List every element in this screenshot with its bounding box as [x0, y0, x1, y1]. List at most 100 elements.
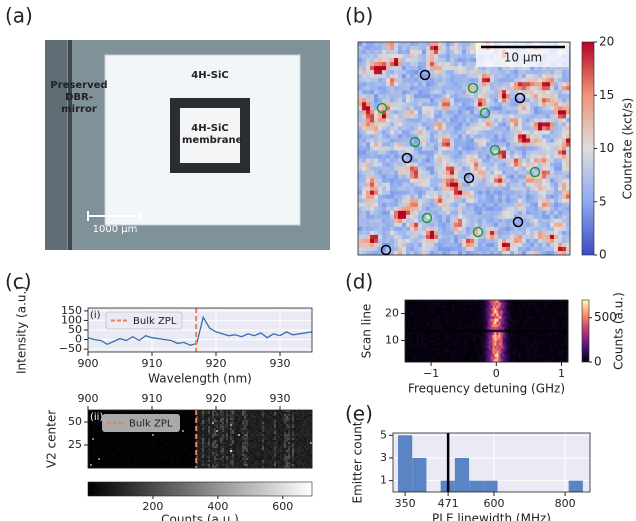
pixel: [430, 58, 434, 62]
pixel: [390, 171, 394, 175]
pixel: [402, 163, 406, 167]
panel-sublabel: (i): [90, 310, 101, 321]
pixel: [494, 90, 498, 94]
pixel: [446, 231, 450, 235]
pixel: [398, 58, 402, 62]
pixel: [406, 139, 410, 143]
pixel: [562, 106, 566, 110]
pixel: [482, 94, 486, 98]
pixel: [374, 82, 378, 86]
pixel: [510, 110, 514, 114]
pixel: [442, 231, 446, 235]
pixel: [554, 90, 558, 94]
pixel: [406, 110, 410, 114]
pixel: [434, 54, 438, 58]
pixel: [542, 219, 546, 223]
pixel: [450, 179, 454, 183]
pixel: [378, 199, 382, 203]
pixel: [406, 50, 410, 54]
pixel: [498, 86, 502, 90]
pixel: [358, 122, 362, 126]
pixel: [434, 82, 438, 86]
pixel: [390, 155, 394, 159]
pixel: [486, 227, 490, 231]
micrograph-edge: [68, 40, 72, 250]
pixel: [538, 247, 542, 251]
pixel: [358, 159, 362, 163]
pixel: [546, 187, 550, 191]
pixel: [406, 143, 410, 147]
pixel: [378, 74, 382, 78]
pixel: [382, 187, 386, 191]
pixel: [454, 159, 458, 163]
pixel: [522, 134, 526, 138]
pixel: [434, 243, 438, 247]
pixel: [374, 179, 378, 183]
pixel: [538, 187, 542, 191]
pixel: [398, 175, 402, 179]
pixel: [514, 175, 518, 179]
pixel: [486, 139, 490, 143]
pixel: [374, 134, 378, 138]
pixel: [542, 155, 546, 159]
pixel: [382, 98, 386, 102]
pixel: [530, 219, 534, 223]
pixel: [398, 243, 402, 247]
pixel: [410, 94, 414, 98]
pixel: [378, 167, 382, 171]
pixel: [446, 151, 450, 155]
pixel: [386, 82, 390, 86]
pixel: [358, 247, 362, 251]
pixel: [514, 163, 518, 167]
pixel: [450, 118, 454, 122]
pixel: [490, 207, 494, 211]
pixel: [402, 106, 406, 110]
pixel: [558, 247, 562, 251]
pixel: [490, 106, 494, 110]
pixel: [562, 70, 566, 74]
pixel: [466, 163, 470, 167]
pixel: [502, 183, 506, 187]
pixel: [466, 106, 470, 110]
pixel: [414, 94, 418, 98]
pixel: [454, 183, 458, 187]
pixel: [538, 231, 542, 235]
pixel: [410, 90, 414, 94]
pixel: [434, 147, 438, 151]
pixel: [494, 243, 498, 247]
pixel: [418, 46, 422, 50]
pixel: [526, 163, 530, 167]
pixel: [466, 147, 470, 151]
pixel: [362, 207, 366, 211]
pixel: [414, 235, 418, 239]
pixel: [394, 179, 398, 183]
pixel: [410, 122, 414, 126]
pixel: [510, 126, 514, 130]
pixel: [406, 74, 410, 78]
pixel: [418, 58, 422, 62]
pixel: [382, 223, 386, 227]
pixel: [438, 235, 442, 239]
pixel: [478, 179, 482, 183]
pixel: [526, 139, 530, 143]
pixel: [394, 78, 398, 82]
pixel: [362, 54, 366, 58]
pixel: [418, 191, 422, 195]
pixel: [390, 86, 394, 90]
pixel: [358, 207, 362, 211]
pixel: [526, 171, 530, 175]
pixel: [546, 223, 550, 227]
pixel: [366, 187, 370, 191]
pixel: [506, 219, 510, 223]
pixel: [374, 235, 378, 239]
pixel: [386, 114, 390, 118]
pixel: [358, 219, 362, 223]
pixel: [466, 247, 470, 251]
pixel: [402, 139, 406, 143]
pixel: [358, 94, 362, 98]
pixel: [534, 183, 538, 187]
pixel: [362, 187, 366, 191]
pixel: [434, 130, 438, 134]
pixel: [362, 211, 366, 215]
pixel: [406, 70, 410, 74]
